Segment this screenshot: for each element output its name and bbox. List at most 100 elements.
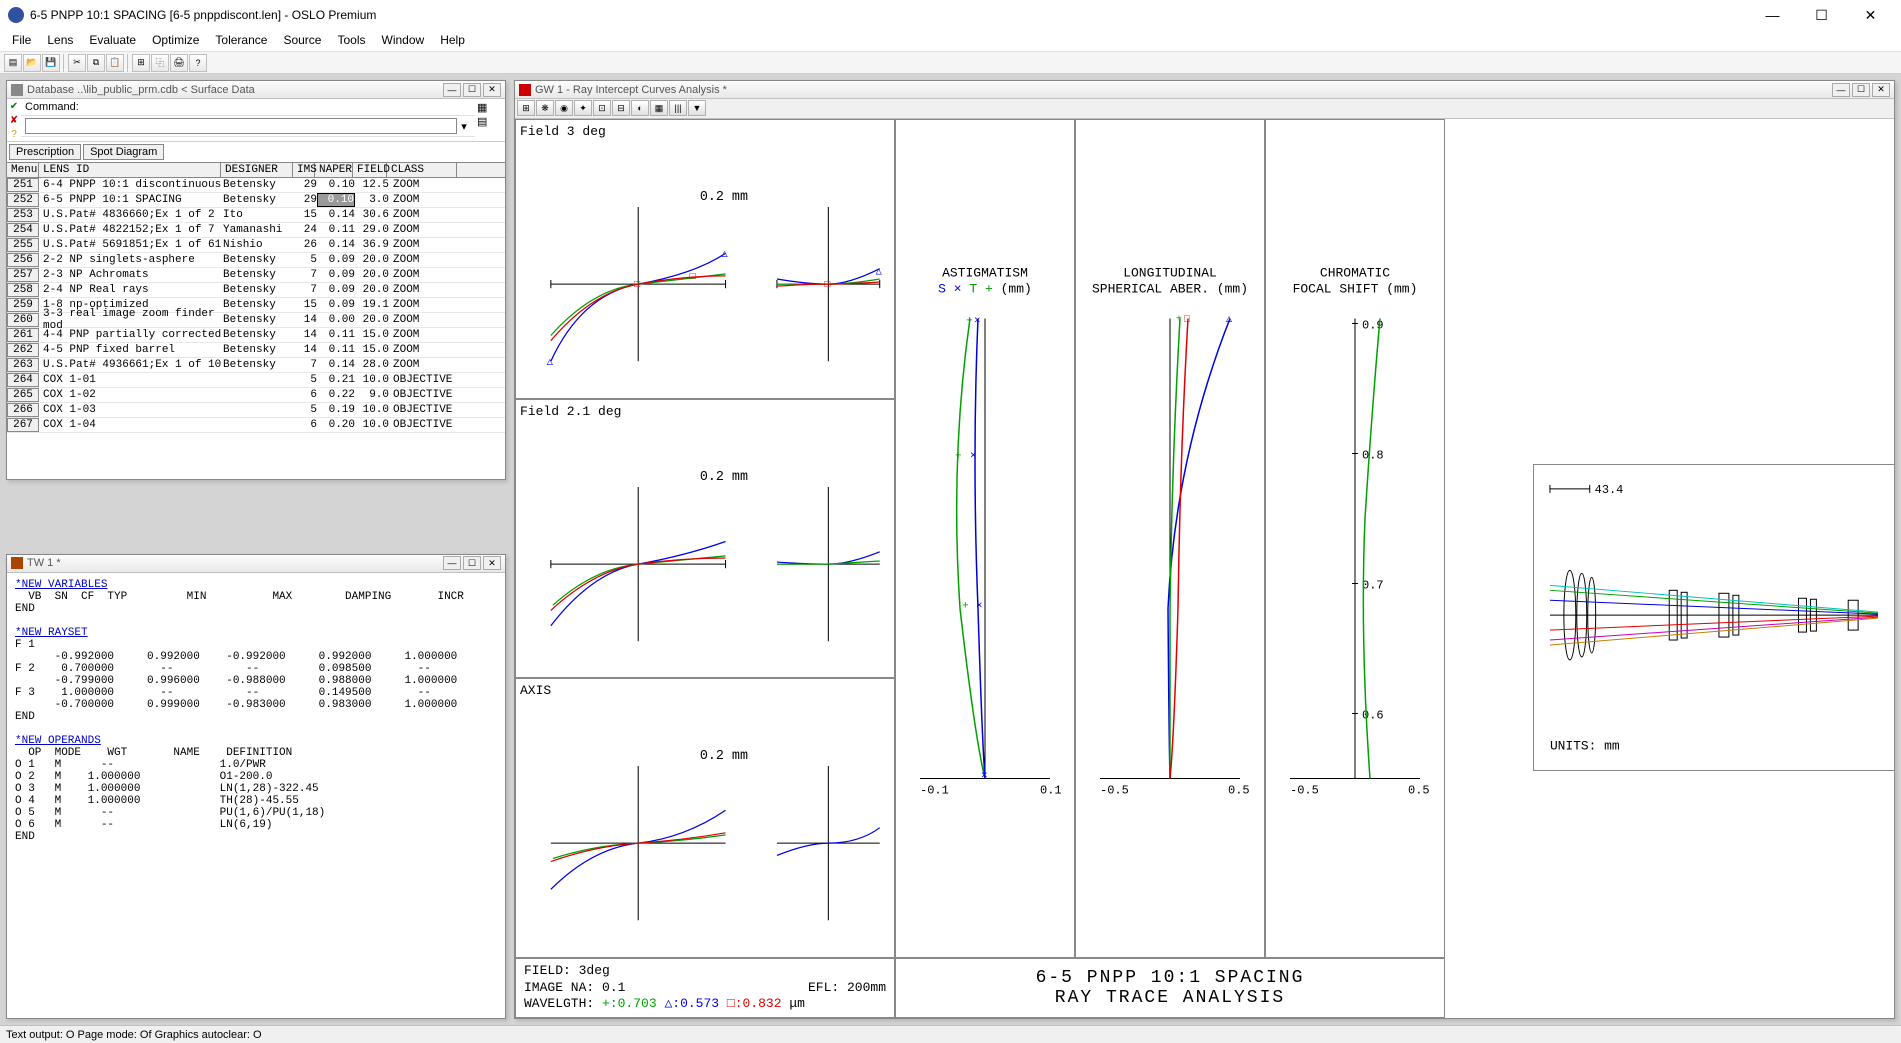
menu-file[interactable]: File	[4, 30, 39, 51]
gw-tool[interactable]: ⊡	[593, 100, 611, 116]
db-rows: 2516-4 PNPP 10:1 discontinuousBetensky29…	[7, 178, 505, 433]
tool-print[interactable]: 🖨	[170, 54, 188, 72]
hdr-menu[interactable]: Menu	[7, 163, 39, 177]
tool-copy[interactable]: ⧉	[87, 54, 105, 72]
gw-tool[interactable]: ◐	[631, 100, 649, 116]
table-row[interactable]: 2572-3 NP AchromatsBetensky70.0920.0ZOOM	[7, 268, 505, 283]
svg-text:0.7: 0.7	[1362, 578, 1384, 592]
gw-tool[interactable]: ◉	[555, 100, 573, 116]
ast-title: ASTIGMATISM	[942, 265, 1028, 280]
menu-tolerance[interactable]: Tolerance	[207, 30, 275, 51]
cancel-icon[interactable]: ✘	[10, 115, 18, 127]
db-max-button[interactable]: ☐	[463, 83, 481, 97]
close-button[interactable]: ✕	[1848, 1, 1893, 29]
tool-open[interactable]: 📂	[23, 54, 41, 72]
dropdown-icon[interactable]: ▾	[457, 120, 471, 133]
gw-titlebar[interactable]: GW 1 - Ray Intercept Curves Analysis * —…	[515, 81, 1894, 99]
svg-text:S × T + (mm): S × T + (mm)	[938, 281, 1032, 296]
table-row[interactable]: 263U.S.Pat# 4936661;Ex 1 of 10Betensky70…	[7, 358, 505, 373]
svg-text:UNITS: mm: UNITS: mm	[1550, 738, 1620, 753]
gw-tool[interactable]: ✦	[574, 100, 592, 116]
side-icon[interactable]: ▦	[477, 101, 503, 113]
table-row[interactable]: 253U.S.Pat# 4836660;Ex 1 of 2Ito150.1430…	[7, 208, 505, 223]
hdr-field[interactable]: FIELD	[353, 163, 387, 177]
svg-text:□: □	[634, 279, 640, 291]
menu-source[interactable]: Source	[275, 30, 329, 51]
table-row[interactable]: 2516-4 PNPP 10:1 discontinuousBetensky29…	[7, 178, 505, 193]
tw-titlebar[interactable]: TW 1 * — ☐ ✕	[7, 555, 505, 573]
wl-blue: △:0.573	[664, 996, 719, 1011]
command-input[interactable]	[25, 118, 457, 134]
db-titlebar[interactable]: Database ..\lib_public_prm.cdb < Surface…	[7, 81, 505, 99]
db-icon	[11, 84, 23, 96]
tool-paste[interactable]: 📋	[106, 54, 124, 72]
maximize-button[interactable]: ☐	[1799, 1, 1844, 29]
svg-text:0.2 mm: 0.2 mm	[700, 469, 748, 484]
hdr-naper[interactable]: NAPER	[315, 163, 353, 177]
gw-tool[interactable]: ⊟	[612, 100, 630, 116]
tool-help[interactable]: ?	[189, 54, 207, 72]
svg-text:△: △	[876, 266, 883, 278]
tool-cascade[interactable]: ⿻	[151, 54, 169, 72]
gw-max-button[interactable]: ☐	[1852, 83, 1870, 97]
svg-text:CHROMATIC: CHROMATIC	[1320, 265, 1390, 280]
command-label: Command:	[25, 101, 79, 113]
side-icon[interactable]: ▤	[477, 115, 503, 127]
table-row[interactable]: 267COX 1-0460.2010.0OBJECTIVE	[7, 418, 505, 433]
tool-cut[interactable]: ✂	[68, 54, 86, 72]
tool-tile[interactable]: ⊞	[132, 54, 150, 72]
check-icon[interactable]: ✔	[10, 101, 18, 113]
tw-close-button[interactable]: ✕	[483, 556, 501, 570]
hdr-ims[interactable]: IMS	[293, 163, 315, 177]
gw-toolbar: ⊞ ❋ ◉ ✦ ⊡ ⊟ ◐ ▦ ||| ▼	[515, 99, 1894, 119]
tab-prescription[interactable]: Prescription	[9, 144, 81, 160]
tw-max-button[interactable]: ☐	[463, 556, 481, 570]
table-row[interactable]: 2624-5 PNP fixed barrelBetensky140.1115.…	[7, 343, 505, 358]
menu-lens[interactable]: Lens	[39, 30, 81, 51]
tool-new[interactable]: ▤	[4, 54, 22, 72]
table-row[interactable]: 254U.S.Pat# 4822152;Ex 1 of 7Yamanashi24…	[7, 223, 505, 238]
menu-tools[interactable]: Tools	[329, 30, 373, 51]
table-row[interactable]: 255U.S.Pat# 5691851;Ex 1 of 61Nishio260.…	[7, 238, 505, 253]
gw-tool[interactable]: ▦	[650, 100, 668, 116]
table-row[interactable]: 2582-4 NP Real raysBetensky70.0920.0ZOOM	[7, 283, 505, 298]
gw-close-button[interactable]: ✕	[1872, 83, 1890, 97]
gw-min-button[interactable]: —	[1832, 83, 1850, 97]
svg-text:+: +	[1176, 314, 1182, 325]
table-row[interactable]: 265COX 1-0260.229.0OBJECTIVE	[7, 388, 505, 403]
table-row[interactable]: 2614-4 PNP partially correctedBetensky14…	[7, 328, 505, 343]
gw-tool[interactable]: |||	[669, 100, 687, 116]
gw-tool[interactable]: ❋	[536, 100, 554, 116]
table-row[interactable]: 266COX 1-0350.1910.0OBJECTIVE	[7, 403, 505, 418]
table-row[interactable]: 264COX 1-0150.2110.0OBJECTIVE	[7, 373, 505, 388]
svg-text:43.4: 43.4	[1595, 483, 1624, 497]
table-row[interactable]: 2526-5 PNPP 10:1 SPACINGBetensky290.103.…	[7, 193, 505, 208]
help-icon[interactable]: ?	[11, 129, 17, 141]
menu-optimize[interactable]: Optimize	[144, 30, 207, 51]
menu-window[interactable]: Window	[374, 30, 433, 51]
tw-min-button[interactable]: —	[443, 556, 461, 570]
footer-efl: EFL: 200mm	[808, 980, 886, 997]
db-close-button[interactable]: ✕	[483, 83, 501, 97]
db-min-button[interactable]: —	[443, 83, 461, 97]
hdr-lens[interactable]: LENS ID	[39, 163, 221, 177]
gw-footer-title: 6-5 PNPP 10:1 SPACING RAY TRACE ANALYSIS	[895, 958, 1445, 1018]
tw-body[interactable]: *NEW VARIABLES VB SN CF TYP MIN MAX DAMP…	[7, 573, 505, 1019]
tab-spot-diagram[interactable]: Spot Diagram	[83, 144, 164, 160]
analysis-title1: 6-5 PNPP 10:1 SPACING	[1036, 968, 1305, 988]
menu-evaluate[interactable]: Evaluate	[81, 30, 144, 51]
tool-save[interactable]: 💾	[42, 54, 60, 72]
table-row[interactable]: 2603-3 real image zoom finder modBetensk…	[7, 313, 505, 328]
svg-text:△: △	[1226, 314, 1232, 325]
menu-help[interactable]: Help	[432, 30, 473, 51]
app-root: 6-5 PNPP 10:1 SPACING [6-5 pnppdiscont.l…	[0, 0, 1901, 1043]
field-label: Field 3 deg	[520, 124, 890, 139]
svg-text:+: +	[966, 315, 973, 327]
hdr-designer[interactable]: DESIGNER	[221, 163, 293, 177]
gw-tool[interactable]: ▼	[688, 100, 706, 116]
table-row[interactable]: 2562-2 NP singlets-asphereBetensky50.092…	[7, 253, 505, 268]
svg-text:□: □	[1184, 314, 1190, 325]
minimize-button[interactable]: —	[1750, 1, 1795, 29]
hdr-class[interactable]: CLASS	[387, 163, 457, 177]
gw-tool[interactable]: ⊞	[517, 100, 535, 116]
